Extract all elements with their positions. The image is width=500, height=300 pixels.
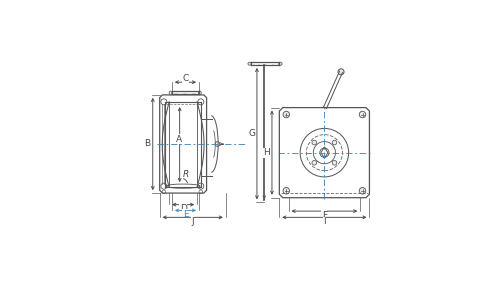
Ellipse shape bbox=[198, 91, 202, 95]
Ellipse shape bbox=[248, 62, 251, 65]
Circle shape bbox=[360, 111, 366, 118]
Text: D: D bbox=[180, 204, 186, 213]
Text: C: C bbox=[182, 74, 188, 82]
Text: B: B bbox=[144, 140, 150, 148]
Circle shape bbox=[283, 111, 290, 118]
Circle shape bbox=[360, 188, 366, 194]
Circle shape bbox=[312, 140, 316, 145]
Text: E: E bbox=[182, 210, 188, 219]
Text: F: F bbox=[322, 211, 327, 220]
Circle shape bbox=[312, 160, 316, 165]
Ellipse shape bbox=[279, 62, 282, 65]
Text: A: A bbox=[176, 135, 182, 144]
Circle shape bbox=[332, 160, 337, 165]
Text: G: G bbox=[248, 128, 256, 137]
Circle shape bbox=[283, 188, 290, 194]
Text: R: R bbox=[182, 170, 188, 179]
Text: H: H bbox=[264, 148, 270, 157]
Ellipse shape bbox=[169, 91, 172, 95]
Circle shape bbox=[338, 69, 344, 75]
Text: J: J bbox=[192, 217, 194, 226]
Circle shape bbox=[332, 140, 337, 145]
Text: I: I bbox=[323, 217, 326, 226]
